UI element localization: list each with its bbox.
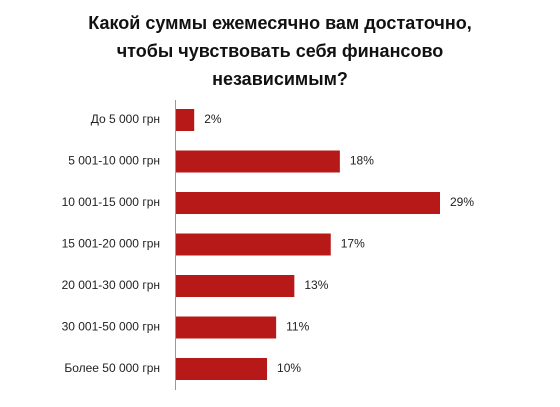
category-label: До 5 000 грн [91,112,160,126]
value-label: 2% [204,112,222,126]
bar [176,233,331,256]
bar [176,109,195,131]
value-label: 18% [350,154,374,168]
bar [176,150,340,173]
category-label: 20 001-30 000 грн [62,278,160,292]
value-label: 10% [277,361,301,375]
category-label: 30 001-50 000 грн [62,320,160,334]
category-label: 10 001-15 000 грн [62,195,160,209]
value-label: 11% [286,320,309,334]
category-label: 15 001-20 000 грн [62,237,160,251]
value-label: 17% [341,237,365,251]
chart-title: независимым? [212,69,348,89]
chart-title: чтобы чувствовать себя финансово [117,41,444,61]
category-label: 5 001-10 000 грн [68,154,160,168]
category-label: Более 50 000 грн [64,361,160,375]
value-label: 29% [450,195,474,209]
bar [176,316,277,339]
bar [176,192,440,214]
bar [176,358,268,380]
bar [176,275,295,297]
value-label: 13% [304,278,328,292]
chart-title: Какой суммы ежемесячно вам достаточно, [88,13,471,33]
